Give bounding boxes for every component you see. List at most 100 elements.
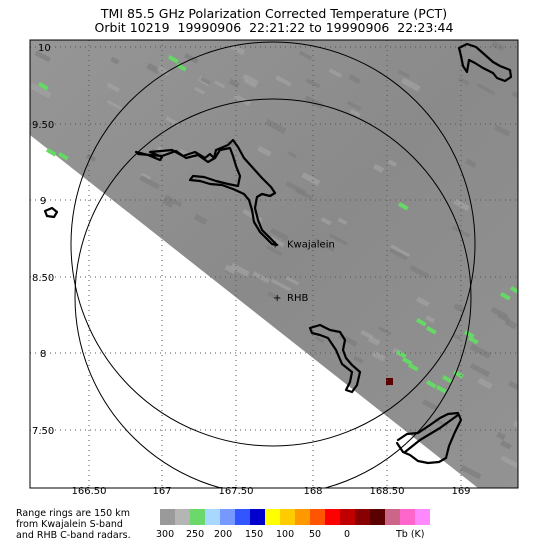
swath-streak [275, 75, 292, 87]
atoll-west [43, 206, 59, 219]
swath-streak [30, 82, 52, 99]
swath-streak [242, 73, 259, 86]
swath-streak [269, 236, 285, 248]
rain-patch-intense [386, 378, 393, 385]
swath-streak [320, 217, 332, 226]
rain-patches [38, 55, 518, 394]
range-ring-note: Range rings are 150 km from Kwajalein S-… [16, 508, 131, 541]
x-tick-label: 166.50 [72, 486, 107, 497]
color-bar-swatch [370, 509, 385, 525]
swath-streak [416, 296, 430, 308]
swath-streak [452, 333, 462, 341]
swath-streak [367, 335, 381, 346]
atoll-southeast-central [308, 323, 362, 394]
rain-patch [396, 350, 407, 359]
swath-streak [504, 318, 518, 330]
swath-streak [349, 109, 361, 118]
note-line-1: Range rings are 150 km [16, 508, 130, 519]
swath-streak [328, 68, 343, 78]
swath-streak [422, 399, 439, 411]
swath-streak [347, 100, 362, 111]
swath-streak [500, 440, 512, 450]
swath-streak [243, 78, 257, 88]
swath-streak [378, 326, 392, 336]
swath-streak [496, 431, 506, 441]
swath-streak [389, 248, 408, 261]
color-bar-swatch [385, 509, 400, 525]
range-ring-rhb [74, 98, 472, 488]
swath-streak [313, 237, 336, 252]
y-axis-labels: 10 9.50 9 8.50 8 7.50 [32, 43, 54, 437]
color-bar-swatch [265, 509, 280, 525]
swath-streak [458, 77, 470, 86]
rain-patch [436, 384, 447, 394]
swath-streak [398, 69, 411, 79]
swath-streak [409, 265, 430, 280]
swath-streak [453, 303, 465, 313]
swath-streak [257, 145, 272, 157]
y-tick-label: 7.50 [32, 426, 54, 437]
color-bar-tick-label: 50 [309, 529, 322, 540]
swath-streak [353, 355, 364, 364]
swath-streak [230, 262, 250, 277]
rain-patch [463, 329, 475, 339]
color-bar-swatch [325, 509, 340, 525]
rain-patch [58, 152, 69, 161]
swath-streak [110, 56, 120, 65]
x-axis-labels: 166.50 167 167.50 168 168.50 169 [72, 486, 471, 497]
swath-streak [139, 175, 160, 190]
swath-streak [287, 151, 298, 159]
title-line-1: TMI 85.5 GHz Polarization Corrected Temp… [100, 6, 448, 21]
site-rhb: + RHB [273, 293, 308, 304]
swath-streak [491, 40, 505, 52]
swath-streak [106, 99, 124, 111]
swath-streak [465, 158, 477, 168]
rain-patch [500, 292, 511, 301]
swath-streak [469, 363, 491, 378]
rain-patch [46, 148, 57, 157]
swath-streak [387, 159, 397, 167]
swath-streak [508, 380, 518, 392]
swath-streak [304, 95, 325, 110]
swath-streak [476, 83, 496, 96]
note-line-2: from Kwajalein S-band [16, 519, 123, 530]
color-bar-swatch [190, 509, 205, 525]
swath-streak [400, 77, 421, 92]
color-bar-swatch [295, 509, 310, 525]
range-ring-kwajalein [70, 41, 476, 447]
swath-streak [194, 86, 206, 95]
coastlines [43, 42, 513, 465]
swath-streak [228, 78, 240, 88]
swath-streak [156, 65, 170, 76]
color-bar-swatch [355, 509, 370, 525]
rain-patch [468, 335, 479, 345]
swath-streak [451, 225, 471, 238]
color-bar-tick-label: 200 [214, 529, 233, 540]
svg-text:+: + [271, 240, 279, 251]
y-tick-label: 9.50 [32, 120, 54, 131]
swath-streak [512, 420, 518, 433]
swath-streak [500, 455, 518, 469]
rain-patch [168, 55, 179, 64]
swath-streak [373, 163, 385, 173]
rain-patch [426, 380, 437, 389]
rain-patch [426, 326, 437, 335]
swath-streak [229, 43, 246, 56]
color-bar-swatch [220, 509, 235, 525]
swath-streak [390, 244, 411, 257]
rain-patch [397, 202, 409, 211]
range-rings [70, 41, 476, 488]
color-bar [160, 509, 430, 525]
color-bar-swatch [415, 509, 430, 525]
y-tick-label: 10 [38, 43, 51, 54]
swath-streak [266, 245, 283, 257]
color-bar-tick-label: 0 [344, 529, 351, 540]
x-tick-label: 167.50 [219, 486, 254, 497]
swath-streak [285, 276, 300, 286]
radar-sites: + Kwajalein + RHB [271, 240, 335, 305]
plot-frame [29, 39, 519, 489]
color-bar-unit: Tb (K) [396, 529, 425, 540]
swath-streak [200, 76, 212, 85]
x-tick-label: 167 [152, 486, 171, 497]
